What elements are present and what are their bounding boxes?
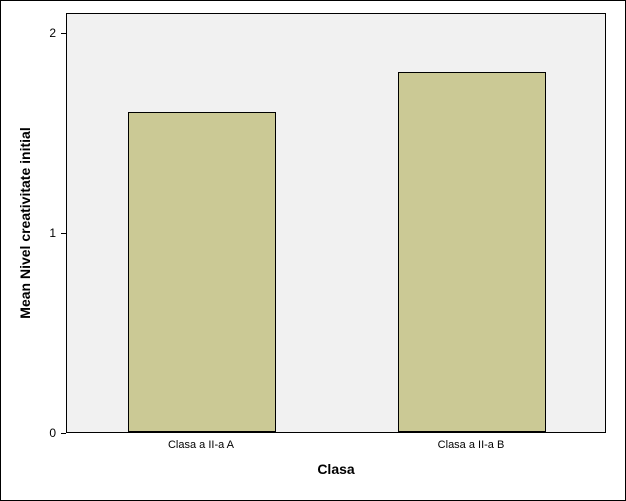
y-tick-mark [61, 233, 66, 234]
x-tick-label: Clasa a II-a B [438, 439, 505, 451]
y-tick-mark [61, 33, 66, 34]
chart-container: Mean Nivel creativitate initial Clasa 0 1… [0, 0, 626, 501]
y-axis-title: Mean Nivel creativitate initial [17, 127, 33, 318]
y-tick-label: 1 [38, 226, 56, 240]
y-tick-mark [61, 433, 66, 434]
y-tick-label: 2 [38, 26, 56, 40]
x-axis-title: Clasa [317, 461, 354, 477]
x-tick-label: Clasa a II-a A [168, 439, 234, 451]
bar [128, 112, 277, 432]
plot-area [66, 13, 606, 433]
y-tick-label: 0 [38, 426, 56, 440]
bar [398, 72, 547, 432]
